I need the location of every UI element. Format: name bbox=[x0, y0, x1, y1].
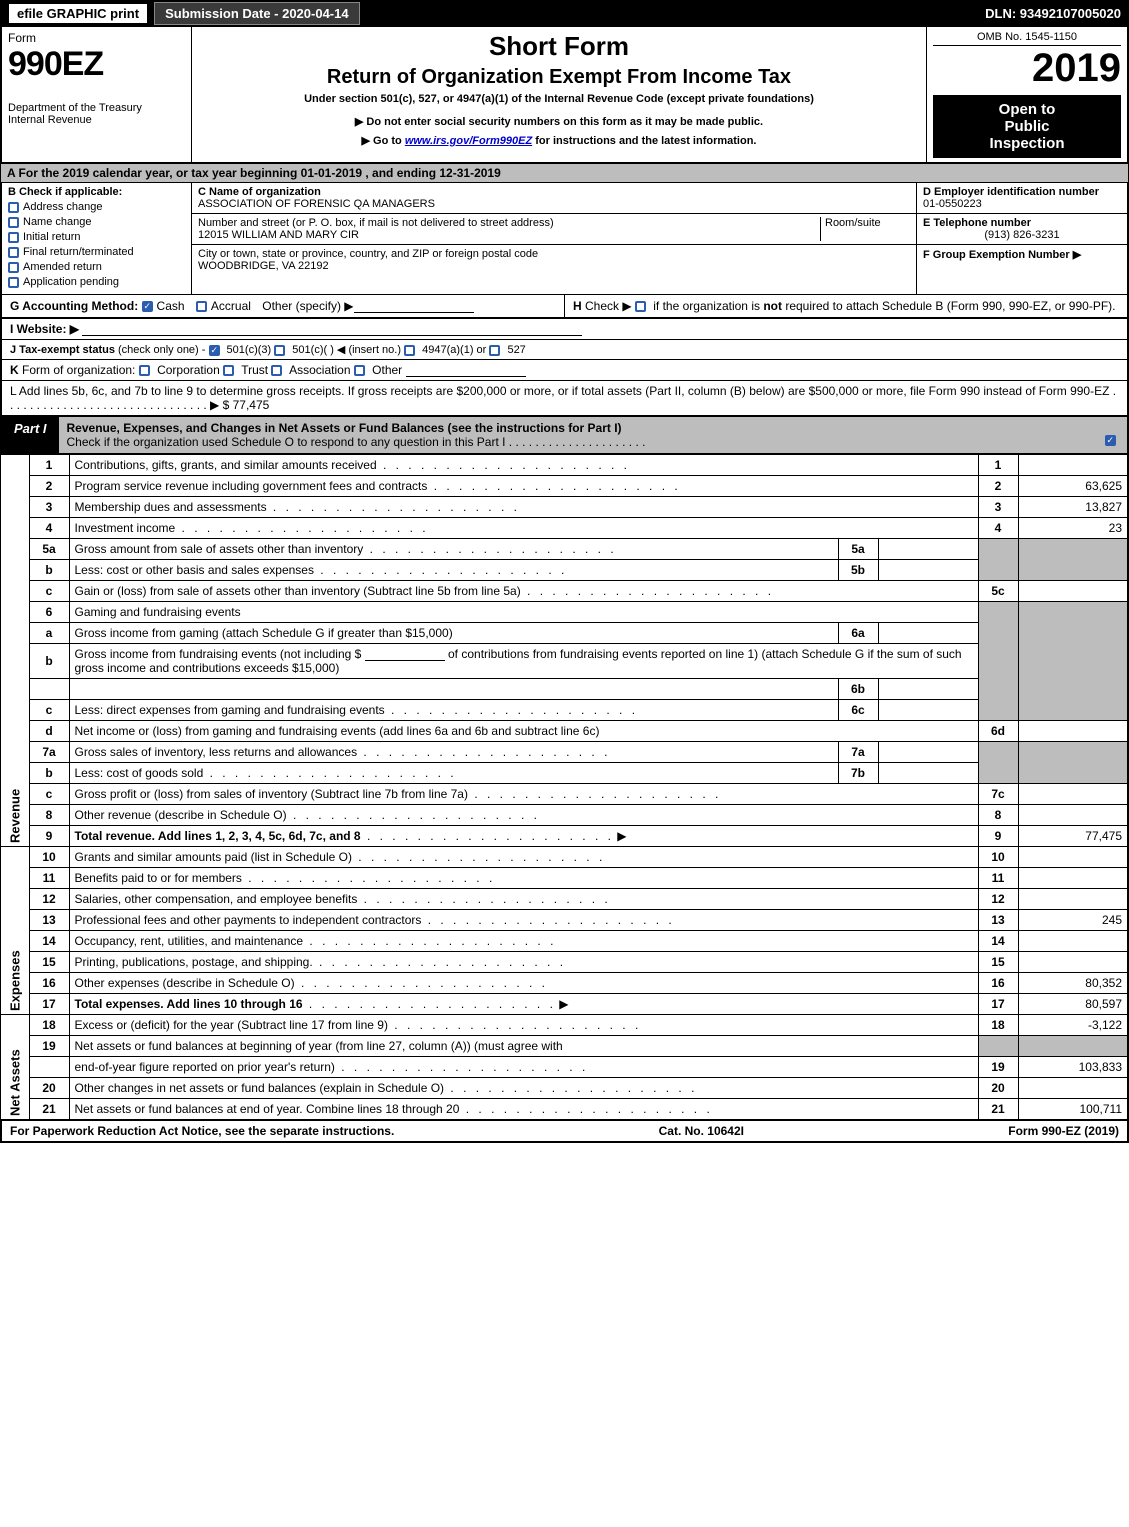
k-form-org-row: K Form of organization: Corporation Trus… bbox=[2, 360, 1127, 381]
i-website-row: I Website: ▶ bbox=[2, 319, 1127, 340]
city-state-zip: WOODBRIDGE, VA 22192 bbox=[198, 260, 910, 272]
part-1-tab: Part I bbox=[2, 417, 59, 453]
note-goto: Go to www.irs.gov/Form990EZ for instruct… bbox=[198, 134, 920, 147]
form-word: Form bbox=[8, 31, 185, 45]
opt-initial-return[interactable]: Initial return bbox=[8, 231, 185, 243]
title-short-form: Short Form bbox=[198, 31, 920, 62]
j-4947-checkbox[interactable] bbox=[404, 345, 415, 356]
f-group-label: F Group Exemption Number ▶ bbox=[923, 248, 1121, 261]
cash-checkbox[interactable] bbox=[142, 301, 153, 312]
line-17-value: 80,597 bbox=[1018, 994, 1128, 1015]
part-1-title: Revenue, Expenses, and Changes in Net As… bbox=[67, 421, 622, 435]
note-ssn: Do not enter social security numbers on … bbox=[198, 115, 920, 128]
k-other-checkbox[interactable] bbox=[354, 365, 365, 376]
phone-value: (913) 826-3231 bbox=[923, 229, 1121, 241]
g-accounting-row: G Accounting Method: Cash Accrual Other … bbox=[2, 295, 565, 317]
k-trust-checkbox[interactable] bbox=[223, 365, 234, 376]
part-1-header: Part I Revenue, Expenses, and Changes in… bbox=[0, 416, 1129, 454]
ein-value: 01-0550223 bbox=[923, 198, 1121, 210]
identification-section: B Check if applicable: Address change Na… bbox=[0, 183, 1129, 294]
efile-print-button[interactable]: efile GRAPHIC print bbox=[8, 3, 148, 24]
c-addr-label: Number and street (or P. O. box, if mail… bbox=[198, 217, 820, 229]
k-corp-checkbox[interactable] bbox=[139, 365, 150, 376]
footer-cat: Cat. No. 10642I bbox=[659, 1124, 744, 1138]
e-phone-label: E Telephone number bbox=[923, 217, 1121, 229]
line-3-value: 13,827 bbox=[1018, 497, 1128, 518]
j-527-checkbox[interactable] bbox=[489, 345, 500, 356]
h-checkbox[interactable] bbox=[635, 301, 646, 312]
title-return: Return of Organization Exempt From Incom… bbox=[198, 66, 920, 89]
opt-final-return[interactable]: Final return/terminated bbox=[8, 246, 185, 258]
k-assoc-checkbox[interactable] bbox=[271, 365, 282, 376]
row-a-tax-year: A For the 2019 calendar year, or tax yea… bbox=[0, 164, 1129, 183]
top-bar: efile GRAPHIC print Submission Date - 20… bbox=[0, 0, 1129, 27]
page-footer: For Paperwork Reduction Act Notice, see … bbox=[0, 1120, 1129, 1143]
opt-name-change[interactable]: Name change bbox=[8, 216, 185, 228]
c-city-label: City or town, state or province, country… bbox=[198, 248, 910, 260]
goto-prefix: Go to bbox=[373, 135, 405, 147]
footer-left: For Paperwork Reduction Act Notice, see … bbox=[10, 1124, 394, 1138]
omb-number: OMB No. 1545-1150 bbox=[933, 31, 1121, 46]
part-1-table: Revenue 1Contributions, gifts, grants, a… bbox=[0, 454, 1129, 1120]
accrual-checkbox[interactable] bbox=[196, 301, 207, 312]
form-number: 990EZ bbox=[8, 45, 185, 84]
line-16-value: 80,352 bbox=[1018, 973, 1128, 994]
room-suite-label: Room/suite bbox=[820, 217, 910, 241]
submission-date-button[interactable]: Submission Date - 2020-04-14 bbox=[154, 2, 360, 25]
j-501c3-checkbox[interactable] bbox=[209, 345, 220, 356]
j-tax-exempt-row: J Tax-exempt status (check only one) - 5… bbox=[2, 340, 1127, 360]
part-1-schedule-o-checkbox[interactable] bbox=[1105, 435, 1116, 446]
b-label: B Check if applicable: bbox=[8, 186, 185, 198]
dln-label: DLN: 93492107005020 bbox=[985, 6, 1121, 21]
opt-address-change[interactable]: Address change bbox=[8, 201, 185, 213]
l-gross-receipts-row: L Add lines 5b, 6c, and 7b to line 9 to … bbox=[2, 381, 1127, 415]
subtitle-code: Under section 501(c), 527, or 4947(a)(1)… bbox=[198, 93, 920, 105]
street-address: 12015 WILLIAM AND MARY CIR bbox=[198, 229, 820, 241]
line-9-value: 77,475 bbox=[1018, 826, 1128, 847]
line-21-value: 100,711 bbox=[1018, 1099, 1128, 1120]
opt-amended-return[interactable]: Amended return bbox=[8, 261, 185, 273]
opt-application-pending[interactable]: Application pending bbox=[8, 276, 185, 288]
open-to-public-box: Open to Public Inspection bbox=[933, 95, 1121, 158]
net-assets-side-label: Net Assets bbox=[1, 1015, 29, 1120]
h-schedule-b-row: H Check ▶ if the organization is not req… bbox=[565, 295, 1127, 317]
line-4-value: 23 bbox=[1018, 518, 1128, 539]
d-ein-label: D Employer identification number bbox=[923, 186, 1121, 198]
expenses-side-label: Expenses bbox=[1, 847, 29, 1015]
j-501c-checkbox[interactable] bbox=[274, 345, 285, 356]
irs-label: Internal Revenue bbox=[8, 114, 185, 126]
irs-link[interactable]: www.irs.gov/Form990EZ bbox=[405, 135, 532, 147]
footer-form: Form 990-EZ (2019) bbox=[1008, 1124, 1119, 1138]
revenue-side-label: Revenue bbox=[1, 455, 29, 847]
form-header: Form 990EZ Department of the Treasury In… bbox=[0, 27, 1129, 164]
goto-suffix: for instructions and the latest informat… bbox=[535, 135, 756, 147]
department-label: Department of the Treasury bbox=[8, 102, 185, 114]
line-19-value: 103,833 bbox=[1018, 1057, 1128, 1078]
line-2-value: 63,625 bbox=[1018, 476, 1128, 497]
line-18-value: -3,122 bbox=[1018, 1015, 1128, 1036]
line-13-value: 245 bbox=[1018, 910, 1128, 931]
tax-year: 2019 bbox=[933, 46, 1121, 91]
org-name: ASSOCIATION OF FORENSIC QA MANAGERS bbox=[198, 198, 910, 210]
c-name-label: C Name of organization bbox=[198, 186, 910, 198]
part-1-sub: Check if the organization used Schedule … bbox=[67, 435, 646, 449]
